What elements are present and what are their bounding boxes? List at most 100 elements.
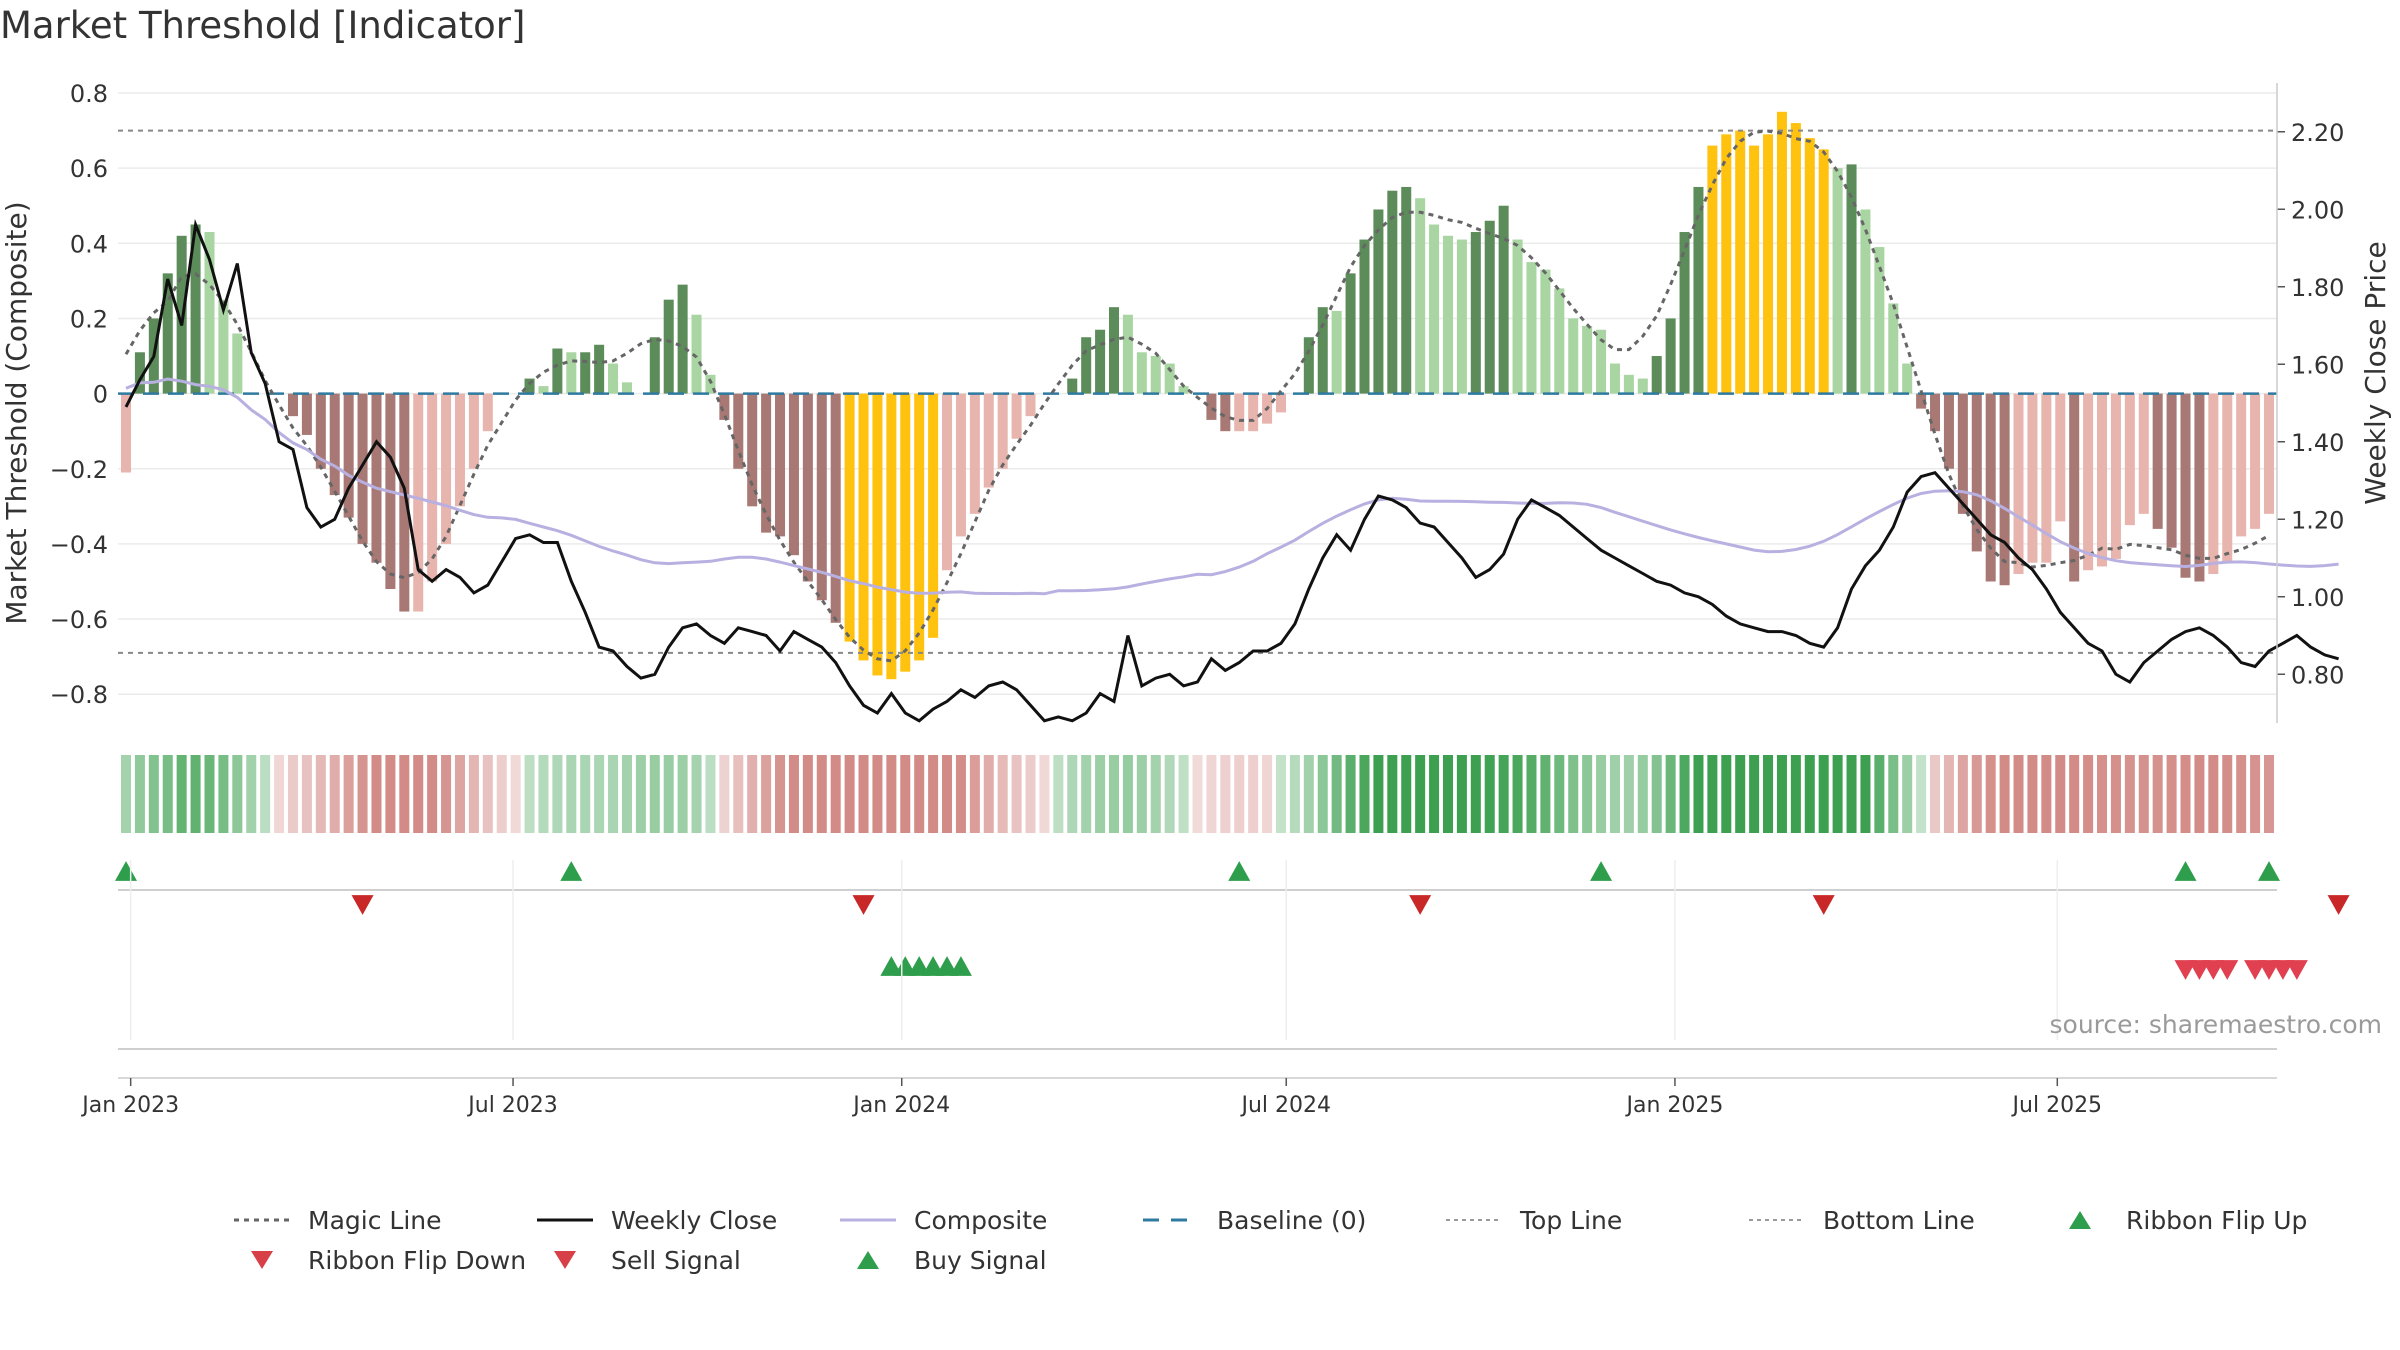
composite-bar [1554,288,1565,394]
composite-line [125,377,2339,596]
ribbon-cell [2208,755,2219,833]
composite-bar [1011,393,1022,439]
axes: 0.8 0.6 0.4 0.2 0 −0.2 −0.4 −0.6 −0.8 2.20 2.00 1.8… [0,80,2392,723]
ribbon-cell [1317,755,1328,833]
composite-bar [1651,356,1662,394]
composite-bar [218,299,229,394]
composite-bar [1317,307,1328,394]
composite-bar [858,393,869,661]
composite-bar [482,393,493,432]
ribbon-cell [232,755,243,833]
composite-bar [287,393,298,417]
signal-markers [115,861,2350,1050]
legend-symbol [840,1218,896,1222]
ribbon-cell [1735,755,1746,833]
composite-bar [2124,393,2135,526]
composite-bar [343,393,354,518]
ribbon-flip-up-marker [2258,861,2280,881]
composite-bar [844,393,855,642]
ribbon-cell [900,755,911,833]
composite-bar [566,352,577,394]
composite-bar [1136,352,1147,394]
composite-bar [1081,337,1092,394]
ribbon-cell [148,755,159,833]
ribbon-cell [1387,755,1398,833]
composite-bar [204,232,215,394]
ribbon-cell [1122,755,1133,833]
composite-bar [1540,269,1551,394]
ribbon-cell [454,755,465,833]
y-left-tick-label: 0.8 [70,80,108,108]
ribbon-cell [649,755,660,833]
composite-bar [2138,393,2149,514]
legend-item: Ribbon Flip Down [228,1245,531,1275]
ribbon-cell [663,755,674,833]
y-right-tick-label: 2.20 [2291,119,2344,147]
composite-bar [914,393,925,661]
ribbon-cell [2124,755,2135,833]
composite-bar [468,393,479,469]
ribbon-cell [914,755,925,833]
ribbon-cell [1832,755,1843,833]
composite-bar [942,393,953,571]
ribbon-cell [1637,755,1648,833]
ribbon-cell [162,755,173,833]
y-right-tick-label: 1.00 [2291,584,2344,612]
composite-bar [761,393,772,533]
composite-bar [1916,393,1927,409]
composite-bar [134,352,145,394]
composite-bar [955,393,966,537]
buy-signal-marker [880,956,903,976]
y-left-tick-label: −0.2 [50,456,108,484]
x-tick-label: Jan 2025 [1624,1093,1723,1118]
composite-bar [357,393,368,544]
composite-bar [1220,393,1231,432]
ribbon-cell [1582,755,1593,833]
legend-item: Magic Line [228,1205,531,1235]
composite-bar [1860,209,1871,394]
sell-signal-marker [2271,960,2294,980]
ribbon-cell [1721,755,1732,833]
composite-bar [162,273,173,394]
sell-signal-marker [2258,960,2280,980]
ribbon-cell [482,755,493,833]
ribbon-cell [1902,755,1913,833]
legend-item: Sell Signal [531,1245,834,1275]
ribbon-cell [1220,755,1231,833]
ribbon-cell [399,755,410,833]
ribbon-cell [997,755,1008,833]
legend-label: Ribbon Flip Up [2126,1205,2308,1235]
composite-bar [872,393,883,676]
ribbon-cell [1749,755,1760,833]
sell-signal-marker [2202,960,2225,980]
ribbon-cell [1470,755,1481,833]
composite-bar [413,393,424,612]
ribbon-cell [1790,755,1801,833]
ribbon-cell [1248,755,1259,833]
ribbon-cell [524,755,535,833]
legend-symbol [234,1218,290,1222]
ribbon-flip-up-marker [2174,861,2197,881]
composite-bar [677,284,688,394]
ribbon-flip-down-marker [1409,895,1432,915]
legend-symbol [251,1251,273,1269]
ribbon-cell [441,755,452,833]
composite-bar [2013,393,2024,574]
composite-bar [830,393,841,623]
ribbon-cell [1262,755,1273,833]
ribbon-cell [830,755,841,833]
ribbon-flip-up-marker [1590,861,1613,881]
y-left-tick-label: 0 [93,381,108,409]
composite-bar [1122,314,1133,394]
composite-bar [1442,235,1453,394]
ribbon-cell [2180,755,2191,833]
ribbon-cell [1596,755,1607,833]
ribbon-cell [1623,755,1634,833]
composite-bar [816,393,827,601]
ribbon-cell [1011,755,1022,833]
ribbon-cell [775,755,786,833]
ribbon-cell [1776,755,1787,833]
composite-bar [1790,123,1801,394]
sell-signal-marker [2174,960,2197,980]
ribbon-flip-up-marker [1228,861,1251,881]
